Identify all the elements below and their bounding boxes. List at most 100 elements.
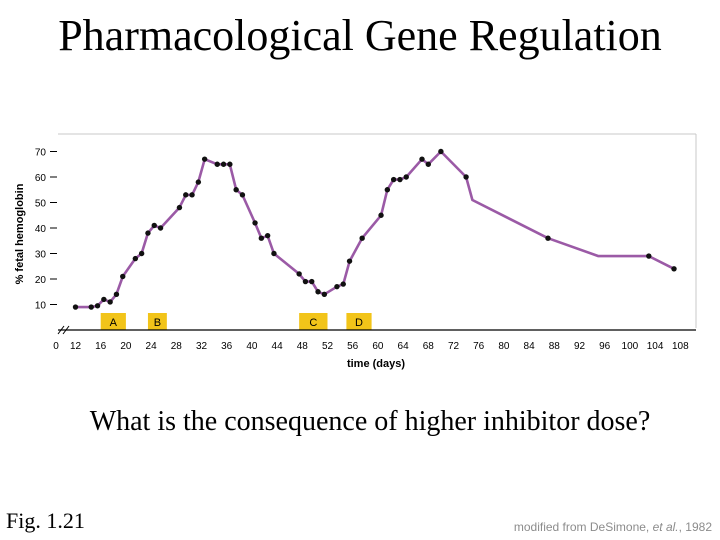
figure-label: Fig. 1.21 [6,508,85,533]
data-point [419,156,425,162]
data-point [340,281,346,287]
data-point [646,253,652,259]
data-point [72,304,79,310]
data-point [145,230,151,236]
slide-title: Pharmacological Gene Regulation [58,11,662,60]
x-tick-label: 108 [672,341,689,352]
data-point [315,289,321,295]
data-point [107,299,113,305]
data-points [72,148,677,310]
x-tick-label: 68 [423,341,435,352]
data-point [183,192,189,198]
data-point [227,161,233,167]
data-point [88,304,94,310]
data-point [390,176,397,183]
data-point [214,161,220,167]
treatment-box-b [147,313,167,330]
treatment-periods: A B C D [100,313,372,330]
data-point [545,235,551,241]
y-tick-label: 10 [35,301,47,312]
data-point [296,271,302,277]
data-point [101,296,107,303]
data-point [120,273,126,280]
y-tick-label: 30 [35,250,47,261]
y-tick-label: 50 [35,199,47,210]
data-point [233,187,239,193]
x-tick-label: 56 [347,341,359,352]
x-tick-label: 0 [53,341,59,352]
x-tick-label: 96 [599,341,611,352]
data-point [201,156,208,162]
x-tick-label: 104 [647,341,664,352]
data-point [113,291,120,297]
x-tick-label: 92 [574,341,586,352]
x-tick-label: 40 [246,341,258,352]
fetal-hemoglobin-chart: A B C D 70 60 50 40 30 20 10 0 12 16 20 24 28 32 36 40 44 4… [0,118,720,380]
data-point [220,161,227,167]
x-tick-label: 84 [524,341,536,352]
credit-year: , 1982 [678,520,712,534]
data-point [252,220,258,226]
treatment-box-a [100,313,126,330]
data-point [397,176,403,183]
data-point [195,179,202,185]
axis-break-icon [57,325,70,335]
y-tick-label: 40 [35,224,47,235]
data-point [321,291,328,297]
data-point [132,255,139,262]
data-point [309,278,315,285]
data-point [425,161,431,167]
data-point [157,225,164,231]
source-credit: modified from DeSimone, et al., 1982 [514,520,712,534]
data-point [239,192,246,198]
x-tick-label: 76 [473,341,485,352]
x-tick-label: 24 [146,341,158,352]
x-tick-label: 28 [171,341,183,352]
data-point [271,250,277,257]
y-tick-label: 60 [35,173,47,184]
question-text: What is the consequence of higher inhibi… [89,406,651,437]
y-axis-ticks: 70 60 50 40 30 20 10 [35,148,57,312]
x-tick-label: 44 [272,341,284,352]
x-tick-label: 80 [498,341,510,352]
data-point [378,212,384,218]
data-point [258,235,265,241]
credit-etal: et al. [652,520,679,534]
data-point [151,222,157,229]
treatment-label-d: D [355,317,363,329]
treatment-box-d [346,313,372,330]
x-tick-label: 100 [622,341,639,352]
x-tick-label: 88 [549,341,561,352]
data-point [438,148,444,155]
credit-author: Simone, [605,520,650,534]
x-tick-label: 12 [70,341,82,352]
treatment-label-a: A [110,317,118,329]
data-point [463,174,469,180]
treatment-label-c: C [309,317,317,329]
x-axis-label: time (days) [347,358,405,370]
data-point [94,303,101,309]
data-point [138,250,145,257]
x-tick-label: 20 [120,341,132,352]
data-point [346,258,353,264]
data-point [671,266,677,272]
x-tick-label: 36 [221,341,233,352]
x-tick-label: 16 [95,341,107,352]
y-tick-label: 70 [35,148,47,159]
x-tick-label: 48 [297,341,309,352]
data-point [264,232,271,239]
credit-prefix: modified from De [513,520,606,534]
series-line [75,150,675,309]
data-point [302,278,309,285]
x-tick-label: 60 [372,341,384,352]
y-axis-label: % fetal hemoglobin [14,183,26,284]
x-tick-label: 72 [448,341,460,352]
data-point [334,283,340,290]
data-point [359,235,365,241]
chart-svg: A B C D 70 60 50 40 30 20 10 0 12 16 20 24 28 32 36 40 44 4… [14,133,697,370]
x-tick-label: 64 [398,341,410,352]
x-tick-label: 52 [322,341,334,352]
y-tick-label: 20 [35,275,47,286]
x-tick-label: 32 [196,341,208,352]
data-point [403,174,409,180]
